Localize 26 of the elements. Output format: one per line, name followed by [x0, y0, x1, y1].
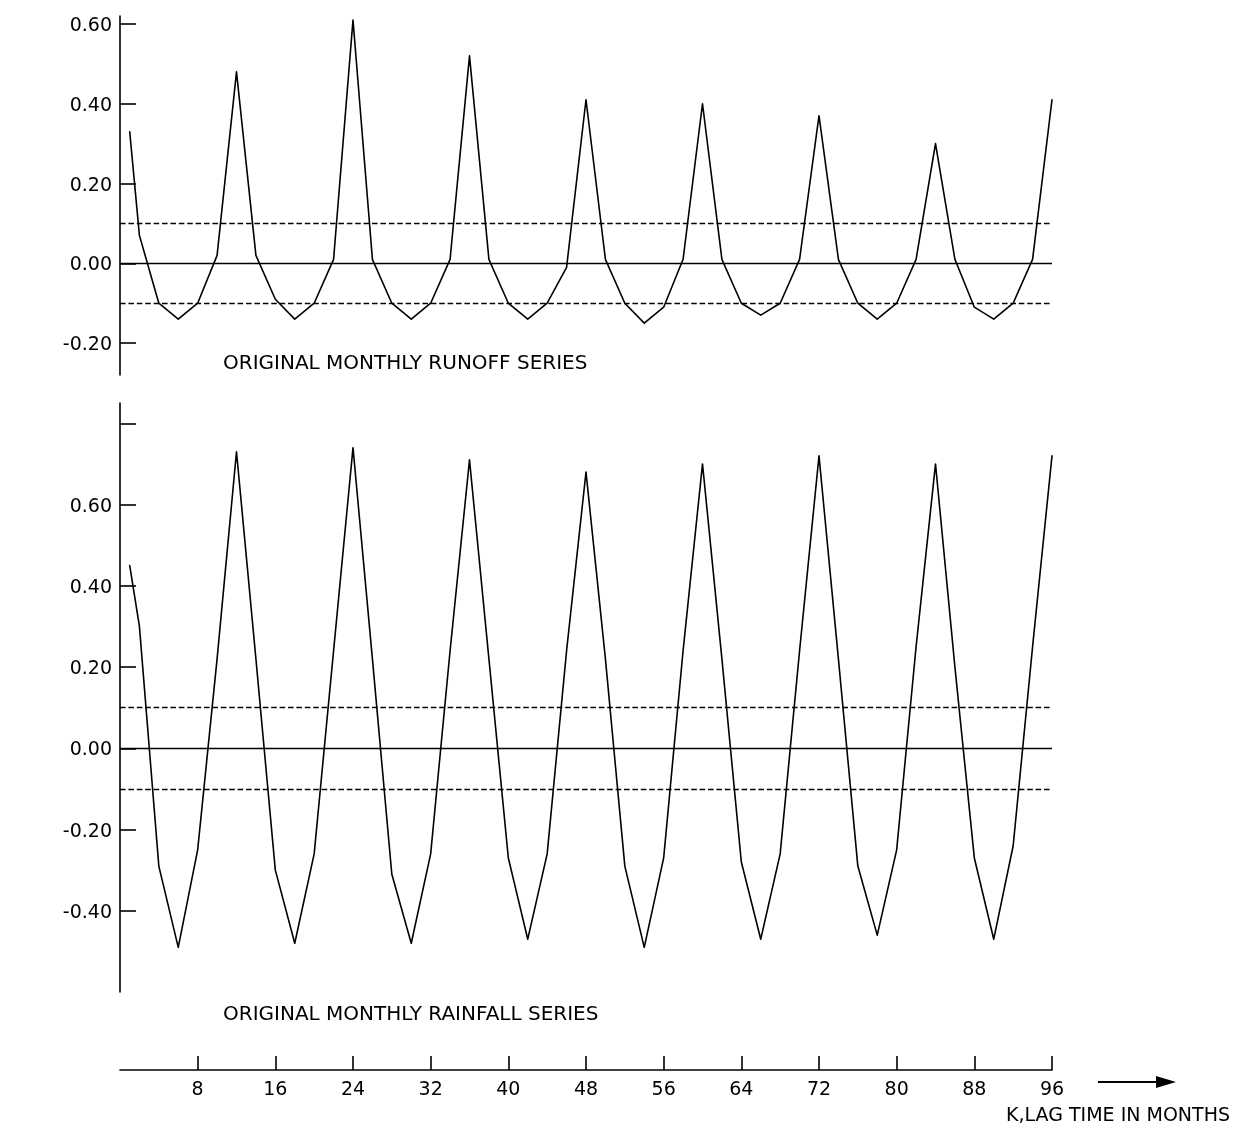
- y-tick-label: 0.00: [69, 252, 112, 275]
- x-tick-label: 24: [340, 1076, 366, 1099]
- y-tick-label: -0.20: [62, 332, 112, 355]
- x-tick-label: 88: [962, 1076, 987, 1099]
- y-tick-label: 0.60: [69, 493, 112, 516]
- x-tick-label: 64: [729, 1076, 754, 1099]
- x-tick-label: 40: [496, 1076, 521, 1099]
- y-tick-label: -0.20: [62, 818, 112, 841]
- x-tick-label: 96: [1039, 1076, 1065, 1099]
- text: ORIGINAL MONTHLY RUNOFF SERIES: [223, 350, 588, 374]
- x-tick-label: 80: [884, 1076, 909, 1099]
- y-tick-label: 0.20: [69, 656, 112, 679]
- y-tick-label: -0.40: [62, 899, 112, 922]
- y-tick-label: 0.60: [69, 12, 112, 35]
- x-tick-label: 72: [806, 1076, 832, 1099]
- x-tick-label: 32: [418, 1076, 443, 1099]
- y-tick-label: 0.20: [69, 172, 112, 195]
- y-tick-label: 0.40: [69, 92, 112, 115]
- x-tick-label: 48: [573, 1076, 599, 1099]
- text: ORIGINAL MONTHLY RAINFALL SERIES: [223, 1001, 599, 1025]
- x-axis-title: K,LAG TIME IN MONTHS: [1006, 1102, 1230, 1125]
- x-tick-label: 8: [191, 1076, 204, 1099]
- y-tick-label: 0.00: [69, 737, 112, 760]
- y-tick-label: 0.40: [69, 574, 112, 597]
- x-tick-label: 56: [651, 1076, 676, 1099]
- x-tick-label: 16: [263, 1076, 288, 1099]
